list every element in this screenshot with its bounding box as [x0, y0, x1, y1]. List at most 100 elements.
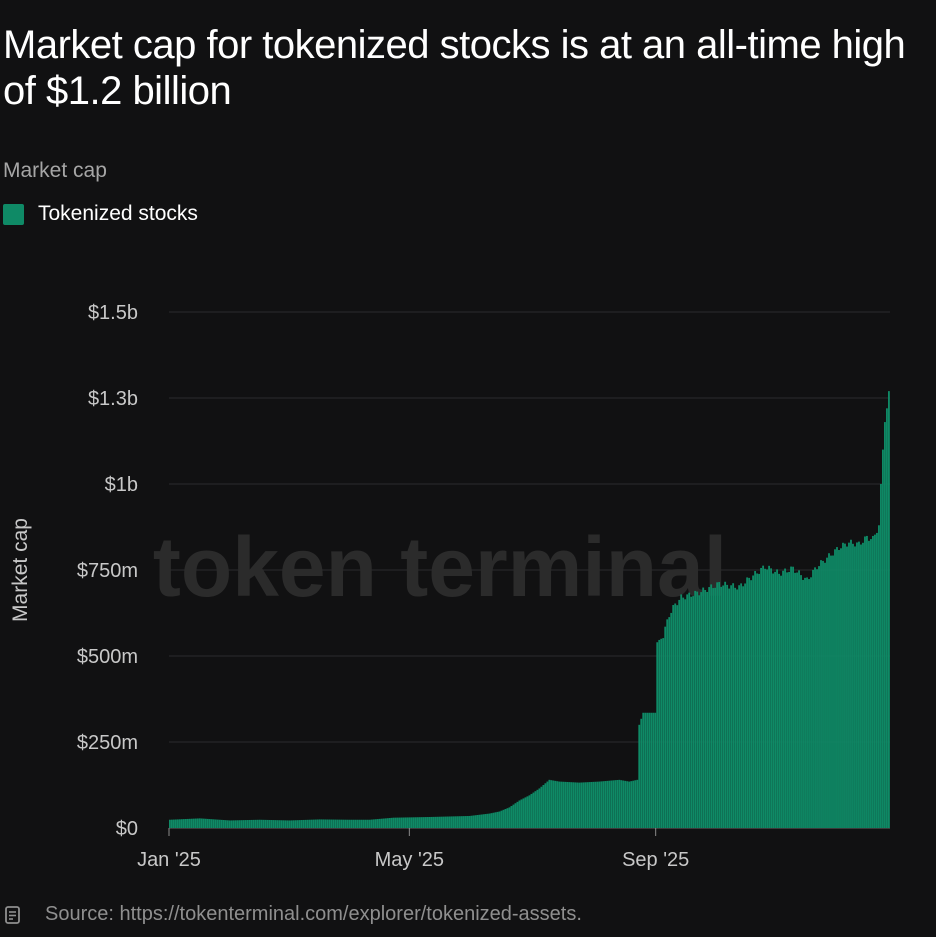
bar[interactable]	[656, 642, 659, 828]
bar[interactable]	[848, 542, 850, 828]
bar[interactable]	[450, 816, 453, 828]
bar[interactable]	[740, 583, 743, 828]
bar[interactable]	[866, 535, 868, 828]
bar[interactable]	[502, 809, 505, 828]
bar[interactable]	[400, 817, 403, 828]
bar[interactable]	[466, 816, 469, 828]
bar[interactable]	[310, 819, 313, 828]
bar[interactable]	[752, 575, 755, 829]
bar[interactable]	[714, 587, 717, 828]
bar[interactable]	[438, 816, 441, 828]
bar[interactable]	[802, 579, 804, 828]
bar[interactable]	[768, 565, 771, 828]
bar[interactable]	[440, 816, 443, 828]
bar[interactable]	[878, 525, 880, 828]
bar[interactable]	[616, 780, 619, 828]
bar[interactable]	[428, 816, 431, 828]
bar[interactable]	[434, 816, 437, 828]
bar[interactable]	[326, 819, 329, 828]
bar[interactable]	[712, 588, 715, 828]
bar[interactable]	[710, 584, 713, 828]
bar[interactable]	[418, 817, 421, 828]
bar[interactable]	[416, 817, 419, 828]
bar[interactable]	[362, 819, 365, 828]
bar[interactable]	[342, 819, 345, 828]
legend[interactable]: Tokenized stocks	[3, 202, 198, 226]
bar[interactable]	[674, 603, 677, 828]
bar[interactable]	[256, 819, 259, 828]
bar[interactable]	[386, 818, 389, 828]
bar[interactable]	[602, 781, 605, 828]
bar[interactable]	[832, 555, 834, 828]
bar[interactable]	[682, 597, 685, 828]
bar[interactable]	[526, 796, 529, 828]
bar[interactable]	[696, 591, 699, 828]
bar[interactable]	[762, 565, 765, 828]
bar[interactable]	[822, 560, 824, 828]
bar[interactable]	[446, 816, 449, 828]
bar[interactable]	[662, 638, 665, 828]
bar[interactable]	[608, 780, 611, 828]
bar[interactable]	[534, 791, 537, 828]
bar[interactable]	[758, 573, 761, 828]
bar[interactable]	[278, 820, 281, 828]
bar[interactable]	[284, 820, 287, 828]
bar[interactable]	[204, 818, 207, 828]
bar[interactable]	[814, 567, 816, 828]
bar[interactable]	[668, 617, 671, 828]
bar[interactable]	[322, 819, 325, 828]
bar[interactable]	[750, 580, 753, 828]
bar[interactable]	[856, 542, 858, 828]
bar[interactable]	[734, 587, 737, 828]
bar[interactable]	[364, 819, 367, 828]
bar[interactable]	[576, 782, 579, 828]
bar[interactable]	[482, 814, 485, 828]
bar[interactable]	[518, 800, 521, 828]
bar[interactable]	[200, 818, 203, 828]
bar[interactable]	[882, 449, 884, 828]
bar[interactable]	[702, 587, 705, 828]
bar[interactable]	[880, 484, 882, 828]
bar[interactable]	[506, 808, 509, 828]
bar[interactable]	[790, 566, 792, 828]
bar[interactable]	[626, 781, 629, 828]
bar[interactable]	[820, 560, 822, 828]
bar[interactable]	[628, 781, 631, 828]
bar[interactable]	[368, 819, 371, 828]
bar[interactable]	[826, 557, 828, 828]
bar[interactable]	[312, 819, 315, 828]
bar[interactable]	[548, 779, 551, 828]
bar[interactable]	[516, 801, 519, 828]
bar[interactable]	[808, 579, 810, 828]
bar[interactable]	[652, 712, 655, 828]
bar[interactable]	[838, 550, 840, 828]
bar[interactable]	[169, 819, 171, 828]
bar[interactable]	[218, 819, 221, 828]
bar[interactable]	[216, 819, 219, 828]
bar[interactable]	[242, 820, 245, 828]
bar[interactable]	[760, 567, 763, 828]
bar[interactable]	[190, 818, 193, 828]
bar[interactable]	[468, 815, 471, 828]
bar[interactable]	[406, 817, 409, 828]
bar[interactable]	[556, 781, 559, 828]
bar[interactable]	[622, 780, 625, 828]
bar[interactable]	[542, 785, 545, 828]
bar[interactable]	[690, 596, 693, 828]
bar[interactable]	[180, 819, 183, 828]
bar[interactable]	[812, 569, 814, 828]
bar[interactable]	[372, 819, 375, 828]
bar[interactable]	[666, 619, 669, 828]
bar[interactable]	[198, 818, 201, 828]
bar[interactable]	[366, 819, 369, 828]
bar[interactable]	[654, 712, 657, 828]
bar[interactable]	[588, 782, 591, 828]
bar[interactable]	[432, 816, 435, 828]
bar[interactable]	[604, 781, 607, 828]
bar[interactable]	[854, 546, 856, 828]
bar[interactable]	[484, 814, 487, 828]
bar[interactable]	[208, 819, 211, 828]
bar[interactable]	[776, 569, 778, 828]
bar[interactable]	[638, 724, 641, 828]
bar[interactable]	[806, 577, 808, 828]
